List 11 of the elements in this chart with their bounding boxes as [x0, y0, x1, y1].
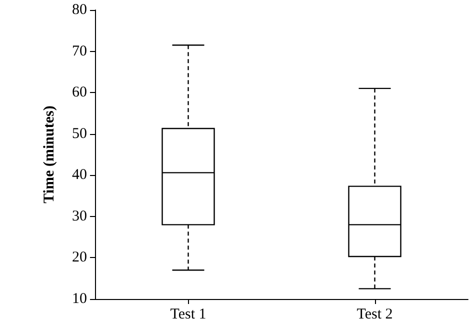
y-tick-label: 80 — [72, 2, 87, 18]
y-tick-label: 60 — [72, 84, 87, 101]
y-tick-label: 30 — [72, 208, 87, 224]
y-tick-label: 20 — [72, 250, 87, 266]
y-tick-label: 50 — [72, 126, 87, 142]
x-tick-label: Test 1 — [170, 306, 206, 322]
y-tick-label: 70 — [72, 43, 87, 60]
y-tick-label: 40 — [72, 167, 87, 184]
x-tick-label: Test 2 — [356, 306, 393, 322]
y-tick-label: 10 — [72, 291, 87, 307]
y-axis-title: Time (minutes) — [42, 106, 58, 204]
